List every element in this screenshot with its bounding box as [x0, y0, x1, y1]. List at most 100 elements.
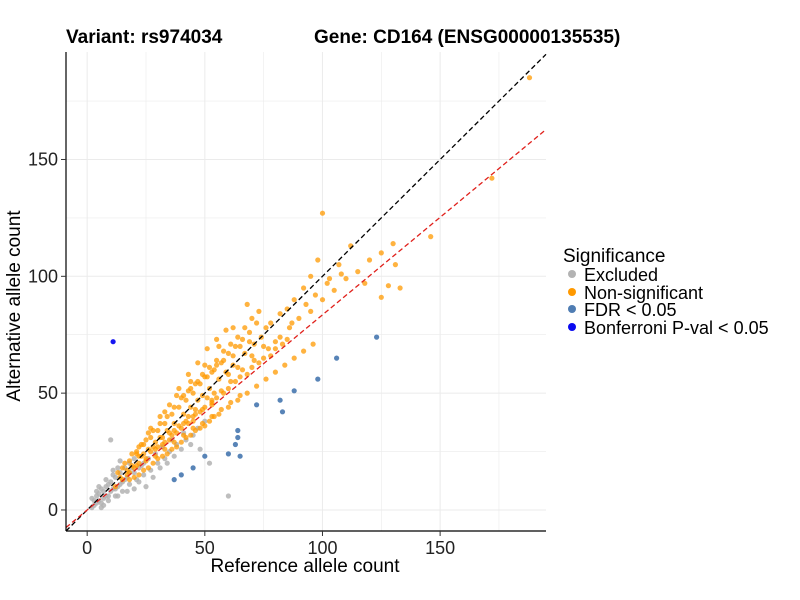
data-point	[108, 437, 114, 443]
data-point	[244, 371, 250, 377]
legend-marker-fdr	[568, 305, 576, 313]
data-point	[126, 481, 133, 487]
data-point	[204, 395, 210, 401]
data-point	[310, 341, 316, 347]
data-point	[232, 343, 238, 349]
data-point	[195, 360, 201, 366]
data-point	[162, 420, 168, 427]
data-point	[237, 343, 243, 349]
data-point	[256, 360, 262, 366]
data-point	[303, 301, 309, 307]
data-point	[131, 470, 137, 476]
data-point	[141, 472, 147, 478]
data-point	[145, 430, 151, 436]
data-point	[131, 474, 137, 480]
data-point	[385, 283, 391, 289]
data-point	[162, 446, 168, 452]
data-point	[263, 325, 269, 331]
data-point	[159, 434, 166, 441]
data-point	[223, 327, 229, 333]
data-point	[228, 399, 234, 406]
data-point	[157, 420, 163, 427]
data-point	[190, 465, 196, 471]
data-point	[334, 355, 340, 361]
data-point	[291, 297, 297, 303]
legend-marker-non-significant	[568, 288, 576, 296]
data-point	[110, 339, 116, 345]
data-point	[225, 451, 231, 457]
data-point	[138, 441, 144, 448]
data-point	[378, 250, 384, 256]
data-point	[232, 441, 238, 448]
data-point	[105, 493, 111, 499]
data-point	[296, 315, 302, 321]
legend-label-non-significant: Non-significant	[584, 283, 703, 303]
data-point	[159, 453, 166, 459]
data-point	[237, 392, 243, 399]
data-point	[176, 423, 182, 429]
data-point	[338, 271, 344, 277]
x-tick-label: 100	[307, 538, 337, 558]
data-point	[366, 257, 373, 263]
data-point	[326, 276, 333, 282]
data-point	[261, 343, 267, 349]
x-tick-label: 150	[425, 538, 455, 558]
data-point	[235, 427, 241, 434]
legend-title: Significance	[563, 246, 665, 267]
data-point	[289, 320, 295, 326]
data-point	[155, 427, 161, 434]
data-point	[129, 451, 135, 457]
legend-label-excluded: Excluded	[584, 265, 658, 285]
data-point	[254, 320, 260, 326]
data-point	[324, 280, 330, 286]
data-point	[362, 280, 368, 286]
data-point	[272, 369, 278, 375]
data-point	[110, 467, 116, 473]
data-point	[150, 474, 156, 480]
legend-item-excluded: Excluded	[568, 265, 658, 285]
data-point	[244, 301, 250, 307]
data-point	[115, 465, 121, 471]
data-point	[166, 430, 173, 436]
data-point	[526, 75, 533, 81]
data-point	[256, 308, 262, 314]
data-point	[199, 406, 206, 413]
data-point	[148, 425, 154, 431]
data-point	[277, 334, 283, 340]
data-point	[214, 336, 220, 342]
data-point	[181, 392, 187, 399]
data-point	[162, 439, 168, 445]
x-tick-label: 50	[195, 538, 215, 558]
data-point	[197, 425, 203, 431]
series-non-significant	[112, 75, 533, 490]
data-point	[331, 287, 337, 293]
data-point	[171, 453, 177, 459]
data-point	[185, 371, 191, 377]
data-point	[237, 453, 243, 459]
data-point	[214, 395, 220, 401]
data-point	[206, 364, 213, 370]
data-point	[216, 411, 222, 417]
data-point	[319, 210, 326, 216]
data-point	[378, 294, 384, 300]
data-point	[254, 402, 260, 408]
data-point	[131, 486, 137, 492]
data-point	[169, 446, 175, 452]
data-point	[148, 434, 154, 441]
data-point	[263, 376, 269, 382]
data-point	[239, 336, 246, 342]
data-point	[218, 388, 224, 394]
data-point	[242, 325, 248, 331]
data-point	[174, 392, 180, 399]
data-point	[272, 339, 278, 345]
data-point	[249, 315, 255, 321]
data-point	[171, 427, 177, 434]
data-point	[284, 336, 290, 342]
data-point	[221, 357, 227, 363]
data-point	[277, 311, 283, 317]
y-tick-label: 0	[48, 500, 58, 520]
data-point	[282, 362, 288, 368]
data-point	[301, 348, 307, 354]
data-point	[192, 411, 198, 417]
